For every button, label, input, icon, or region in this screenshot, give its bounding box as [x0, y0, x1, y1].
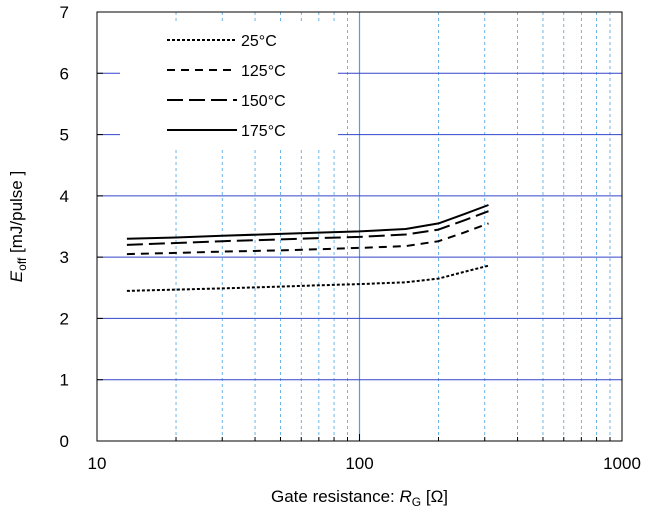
legend: 25°C 125°C 150°C 175°C: [167, 33, 286, 140]
x-tick-label: 10: [88, 454, 107, 473]
y-tick-label: 5: [60, 126, 69, 145]
series-line-4: [126, 204, 489, 240]
legend-label-1: 25°C: [241, 33, 277, 50]
x-axis-label-subscript: G: [412, 495, 421, 509]
y-axis-label-subscript: off: [15, 257, 29, 271]
x-axis-label-suffix: [Ω]: [421, 487, 448, 506]
y-axis-label-symbol: E: [7, 270, 26, 282]
major-gridlines: [97, 12, 622, 441]
y-axis-label: Eoff [mJ/pulse ]: [7, 171, 29, 282]
y-axis-label-suffix: [mJ/pulse ]: [7, 171, 26, 258]
x-axis-label-prefix: Gate resistance:: [271, 487, 400, 506]
y-tick-label: 1: [60, 371, 69, 390]
x-tick-label: 1000: [603, 454, 641, 473]
legend-box: [120, 22, 338, 150]
y-tick-label: 6: [60, 64, 69, 83]
y-tick-label: 3: [60, 248, 69, 267]
x-axis-label: Gate resistance: RG [Ω]: [271, 487, 448, 509]
y-tick-label: 4: [60, 187, 69, 206]
legend-label-2: 125°C: [241, 63, 286, 80]
y-tick-label: 7: [60, 3, 69, 22]
axis-ticks: [96, 11, 623, 442]
legend-label-3: 150°C: [241, 93, 286, 110]
y-tick-label: 2: [60, 309, 69, 328]
x-axis-label-symbol: R: [400, 487, 412, 506]
y-tick-label: 0: [60, 432, 69, 451]
series-line-2: [126, 222, 489, 256]
y-tick-labels: 0 1 2 3 4 5 6 7: [60, 3, 69, 451]
x-tick-labels: 10 100 1000: [88, 454, 641, 473]
series-line-3: [126, 210, 489, 246]
series-lines: [126, 204, 489, 292]
series-line-1: [126, 264, 489, 292]
x-tick-label: 100: [345, 454, 373, 473]
legend-label-4: 175°C: [241, 123, 286, 140]
